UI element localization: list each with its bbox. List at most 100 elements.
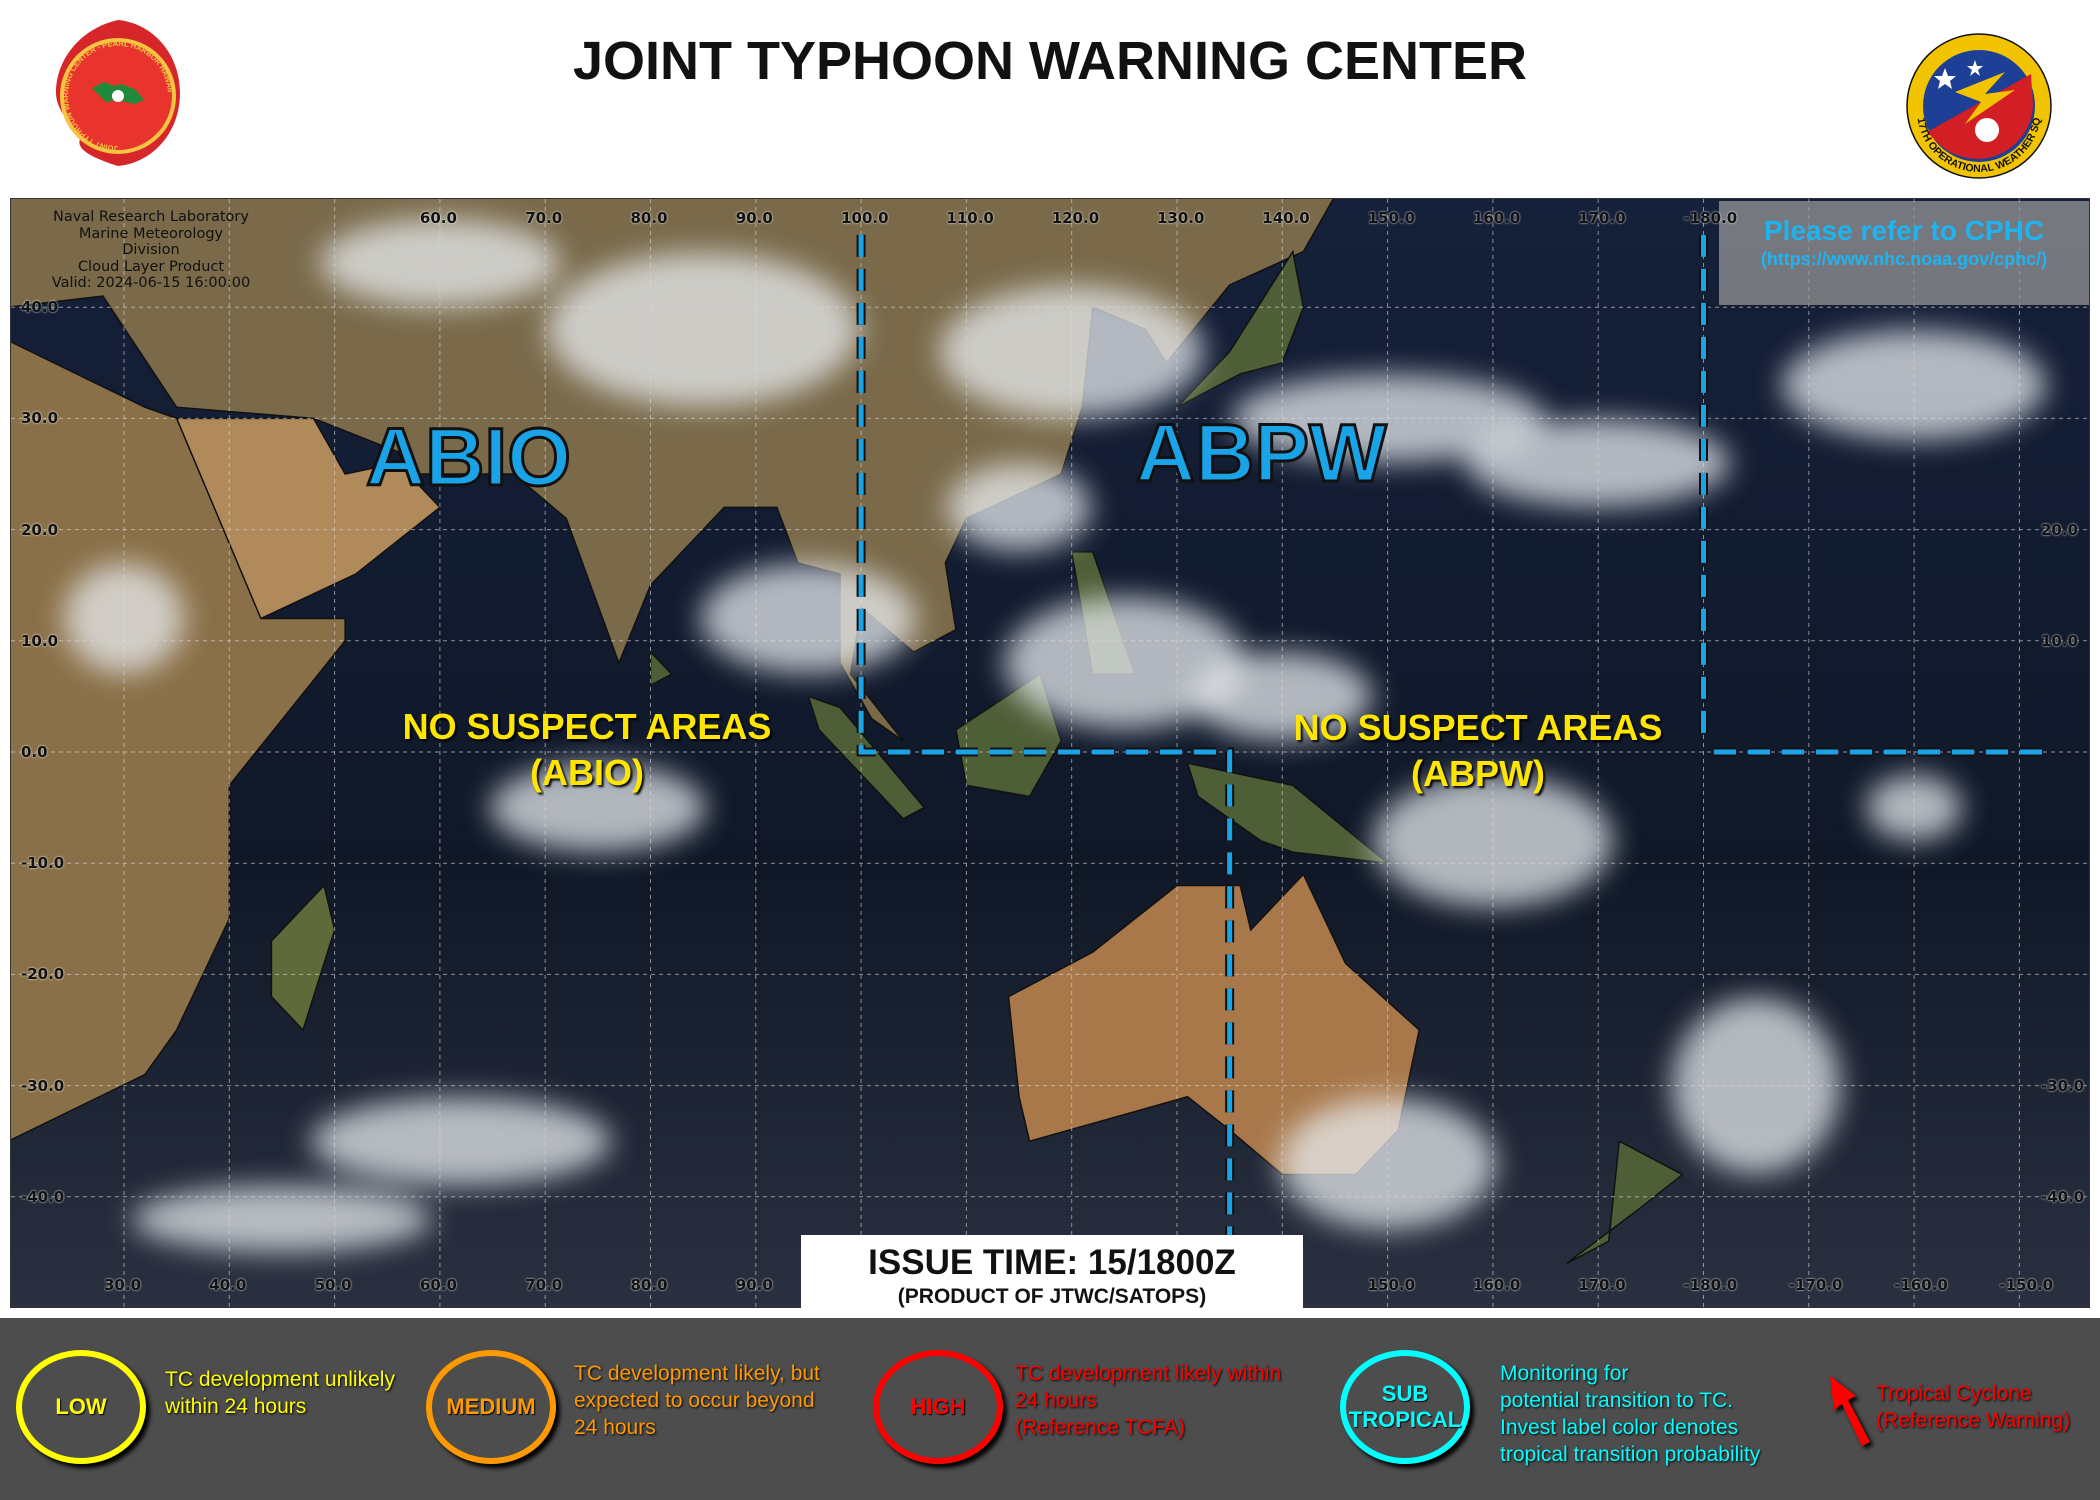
product-info: Naval Research Laboratory Marine Meteoro…	[51, 209, 251, 292]
legend-subtropical-text: Monitoring for potential transition to T…	[1500, 1360, 1760, 1468]
legend-line: (Reference Warning)	[1876, 1409, 2071, 1432]
warning-area-boundaries	[856, 234, 2051, 1236]
cloud	[310, 1097, 611, 1186]
land-australia	[1007, 873, 1421, 1176]
top-lon-label: 70.0	[525, 209, 563, 227]
jtwc-logo: JOINT TYPHOON WARNING CENTER - PEARL HAR…	[56, 20, 180, 166]
tropical-cyclone-arrow-icon	[1830, 1376, 1870, 1446]
land-sumatra	[807, 695, 926, 820]
map-canvas	[11, 199, 2089, 1307]
top-lon-label: 110.0	[946, 209, 994, 227]
left-lat-label: -20.0	[21, 965, 65, 984]
bottom-lon-label: -170.0	[1788, 1276, 1843, 1294]
top-lon-label: 60.0	[419, 209, 457, 227]
top-lon-label: 130.0	[1157, 209, 1205, 227]
legend-line: potential transition to TC.	[1500, 1389, 1734, 1412]
bottom-lon-label: 80.0	[630, 1276, 668, 1294]
product-source: (PRODUCT OF JTWC/SATOPS)	[897, 1285, 1207, 1308]
right-lat-label: -40.0	[2041, 1187, 2085, 1206]
legend-line: Tropical Cyclone	[1876, 1382, 2032, 1405]
legend-low-text: TC development unlikely within 24 hours	[165, 1366, 395, 1420]
meta-line: Marine Meteorology Division	[78, 225, 224, 259]
legend-tc-text: Tropical Cyclone (Reference Warning)	[1876, 1380, 2070, 1434]
left-lat-label: -40.0	[21, 1187, 65, 1206]
bottom-lon-label: 30.0	[104, 1276, 142, 1294]
legend-subtropical-circle: SUB TROPICAL	[1340, 1350, 1470, 1464]
status-line: NO SUSPECT AREAS	[1293, 707, 1663, 748]
left-lat-label: 30.0	[21, 409, 59, 428]
land-newguinea	[1186, 762, 1391, 865]
region-label-abpw: ABPW	[1135, 407, 1389, 501]
top-lon-label: 170.0	[1578, 209, 1626, 227]
right-lat-label: 10.0	[2041, 631, 2079, 650]
legend-line: expected to occur beyond	[574, 1389, 815, 1412]
cphc-notice: Please refer to CPHC (https://www.nhc.no…	[1719, 201, 2089, 305]
land-japan	[1176, 249, 1305, 408]
bottom-lon-label: -180.0	[1683, 1276, 1738, 1294]
cphc-note: Please refer to CPHC	[1763, 215, 2045, 246]
legend-line: TC development likely, but	[574, 1362, 820, 1385]
legend-high-text: TC development likely within 24 hours (R…	[1015, 1360, 1281, 1441]
legend-line: TC development likely within	[1015, 1362, 1282, 1385]
region-label-abio: ABIO	[365, 411, 573, 505]
left-lat-label: 40.0	[21, 298, 59, 317]
bottom-lon-label: -150.0	[1999, 1276, 2054, 1294]
page-title: JOINT TYPHOON WARNING CENTER	[572, 31, 1528, 91]
legend-line: (Reference TCFA)	[1015, 1416, 1185, 1439]
meta-line: Valid: 2024-06-15 16:00:00	[51, 275, 251, 291]
meta-line: Cloud Layer Product	[77, 258, 225, 275]
issue-time: ISSUE TIME: 15/1800Z	[868, 1243, 1236, 1282]
land-newzealand	[1566, 1140, 1684, 1265]
legend-line: tropical transition probability	[1500, 1443, 1761, 1466]
top-lon-label: 140.0	[1262, 209, 1310, 227]
left-lat-label: 20.0	[21, 520, 59, 539]
cloud	[700, 563, 917, 674]
bottom-lon-label: 60.0	[419, 1276, 457, 1294]
bottom-lon-label: 170.0	[1578, 1276, 1626, 1294]
legend-line: within 24 hours	[165, 1395, 307, 1418]
left-lat-label: 0.0	[21, 743, 48, 761]
top-lon-label: 80.0	[630, 209, 668, 227]
cphc-link[interactable]: (https://www.nhc.noaa.gov/cphc/)	[1760, 249, 2048, 269]
header: JOINT TYPHOON WARNING CENTER - PEARL HAR…	[0, 0, 2100, 198]
status-line: NO SUSPECT AREAS	[402, 706, 772, 747]
land-africa	[11, 341, 346, 1141]
legend-medium-circle: MEDIUM	[426, 1350, 556, 1464]
legend-line: 24 hours	[574, 1416, 656, 1439]
top-lon-label: 90.0	[735, 209, 773, 227]
bottom-lon-label: 70.0	[525, 1276, 563, 1294]
cloud	[319, 218, 560, 307]
top-lon-label: 120.0	[1051, 209, 1100, 227]
land-srilanka	[649, 650, 673, 687]
meta-line: Naval Research Laboratory	[53, 209, 249, 225]
cloud	[1466, 418, 1731, 507]
left-lat-label: -10.0	[21, 854, 65, 873]
bottom-lon-label: 40.0	[209, 1276, 247, 1294]
bottom-lon-label: 90.0	[735, 1276, 773, 1294]
legend: LOW TC development unlikely within 24 ho…	[0, 1318, 2100, 1500]
legend-low-circle: LOW	[16, 1350, 146, 1464]
top-lon-label: 160.0	[1472, 209, 1521, 227]
issue-time-box: ISSUE TIME: 15/1800Z (PRODUCT OF JTWC/SA…	[801, 1235, 1303, 1319]
top-lon-label: 150.0	[1367, 209, 1416, 227]
left-lat-label: -30.0	[21, 1076, 65, 1095]
boundary-line	[858, 234, 1233, 1236]
abpw-status: NO SUSPECT AREAS (ABPW)	[1178, 705, 1778, 797]
cloud-layer	[64, 218, 2047, 1253]
left-lat-label: 10.0	[21, 631, 59, 650]
legend-line: Monitoring for	[1500, 1362, 1629, 1385]
cloud	[947, 463, 1092, 552]
cloud	[547, 252, 860, 407]
land-madagascar	[270, 883, 336, 1032]
legend-line: Invest label color denotes	[1500, 1416, 1739, 1439]
top-lon-label: 100.0	[841, 209, 889, 227]
abio-status: NO SUSPECT AREAS (ABIO)	[287, 704, 887, 796]
legend-line: 24 hours	[1015, 1389, 1097, 1412]
bottom-lon-label: -160.0	[1894, 1276, 1948, 1294]
bottom-lon-label: 150.0	[1367, 1276, 1416, 1294]
legend-high-circle: HIGH	[873, 1350, 1003, 1464]
cloud	[489, 763, 706, 852]
legend-line: TC development unlikely	[165, 1368, 395, 1391]
status-line: (ABPW)	[1411, 753, 1545, 794]
bottom-lon-label: 160.0	[1472, 1276, 1521, 1294]
